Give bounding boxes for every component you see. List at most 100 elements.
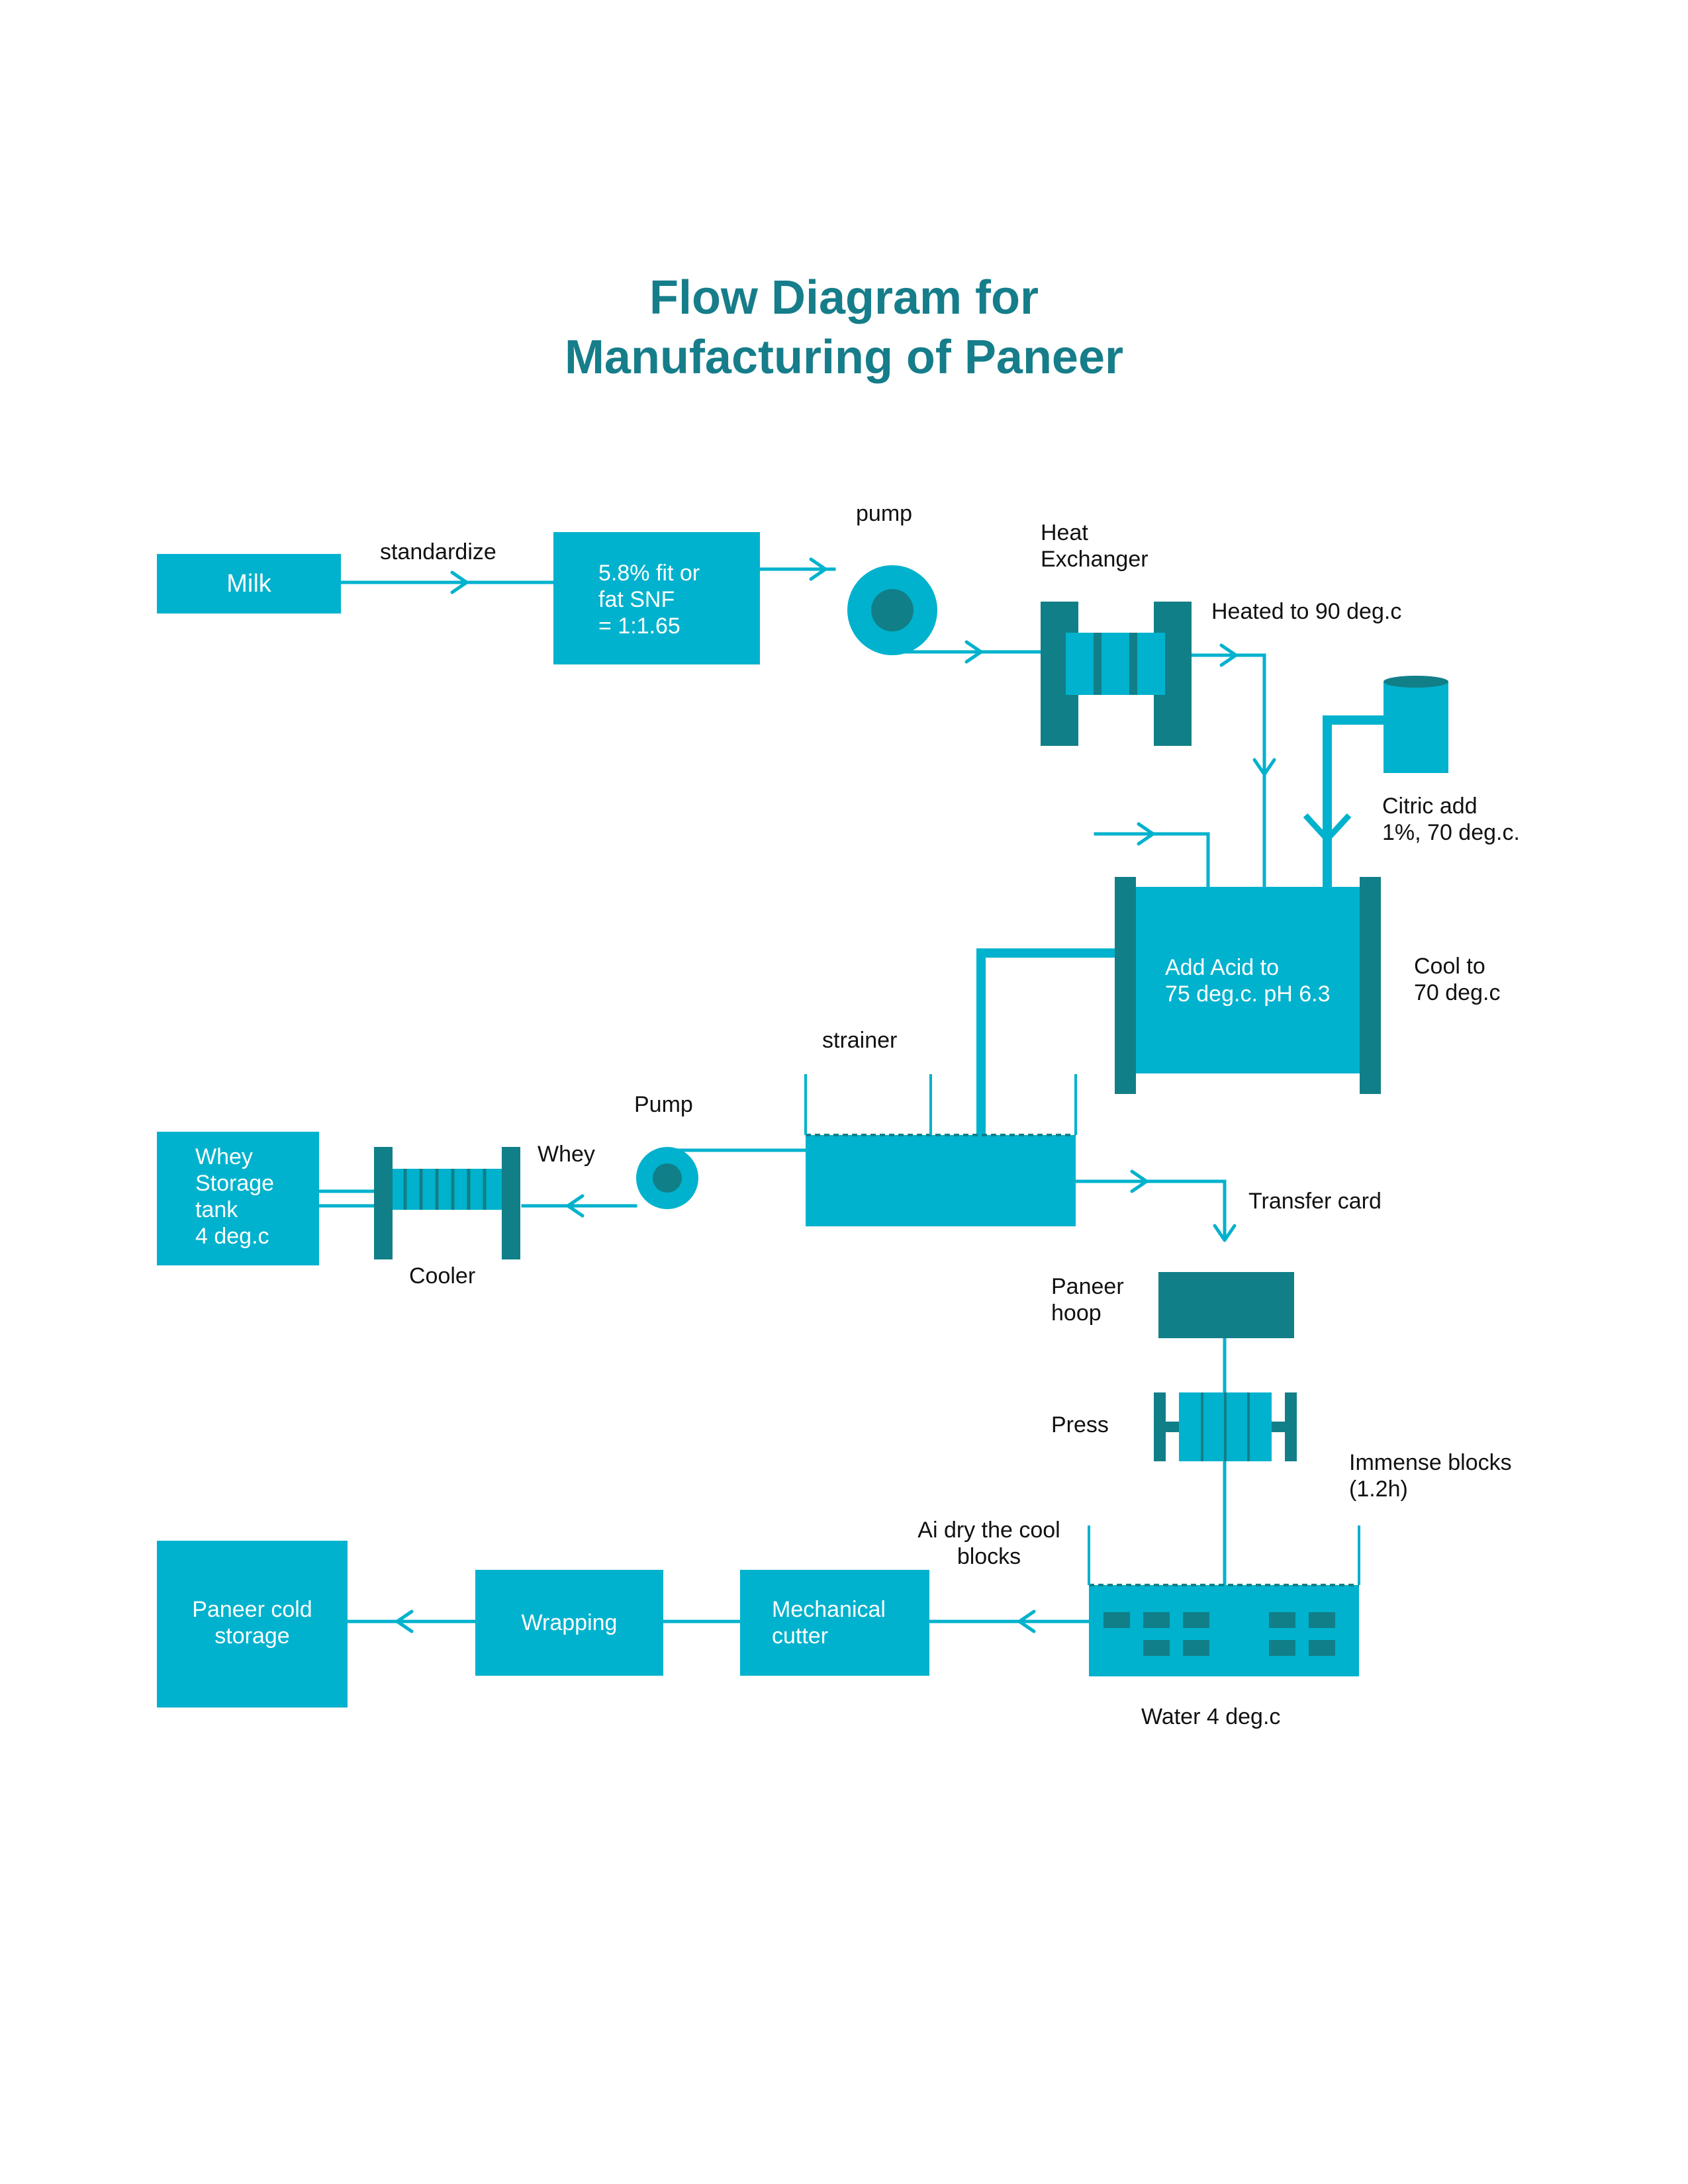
label-pump-top: pump	[856, 501, 913, 526]
tank-to-strainer-pipe	[976, 948, 1119, 1138]
label-hoop-line-1: Paneer	[1051, 1274, 1124, 1299]
standardize-block	[553, 532, 760, 664]
standardize-box-line-3: = 1:1.65	[598, 614, 680, 639]
whey-tank-line-1: Whey	[195, 1144, 253, 1169]
line-tank-inlet	[1094, 832, 1210, 889]
acid-tank-left-wall	[1115, 877, 1136, 1094]
cooler-right-plate	[502, 1147, 520, 1259]
milk-label: Milk	[226, 570, 271, 598]
label-pump-mid: Pump	[634, 1092, 693, 1117]
heat-exchanger	[1041, 602, 1192, 746]
strainer-tank	[804, 1074, 1077, 1226]
arrow-to-hoop	[1213, 1224, 1237, 1242]
cutter-block	[740, 1570, 929, 1676]
water-tank-liquid	[1089, 1585, 1359, 1676]
cooler-fins	[403, 1169, 487, 1210]
press-divisions	[1201, 1392, 1250, 1461]
label-citric-line-1: Citric add	[1382, 794, 1477, 819]
label-heat-exchanger: Heat Exchanger	[1041, 520, 1149, 572]
label-whey: Whey	[538, 1142, 595, 1167]
cooler-left-plate	[374, 1147, 393, 1259]
label-air-dry-line-2: blocks	[957, 1544, 1021, 1569]
acid-tank-line-2: 75 deg.c. pH 6.3	[1165, 981, 1331, 1007]
citric-pipe	[1323, 715, 1383, 887]
strainer-liquid	[806, 1135, 1076, 1226]
diagram-title: Flow Diagram for Manufacturing of Paneer	[0, 268, 1688, 387]
cold-storage-line-2: storage	[214, 1623, 290, 1649]
acid-tank-body	[1135, 887, 1380, 1073]
arrow-standardize	[450, 570, 469, 594]
wrapping-text: Wrapping	[521, 1610, 618, 1635]
whey-tank-line-3: tank	[195, 1197, 238, 1222]
standardize-box-text: 5.8% fit or fat SNF = 1:1.65	[598, 560, 700, 639]
citric-pipe-line	[1323, 715, 1383, 887]
citric-tank-lid	[1383, 676, 1448, 688]
acid-tank-line-1: Add Acid to	[1165, 955, 1280, 980]
label-press: Press	[1051, 1412, 1109, 1437]
label-citric-line-2: 1%, 70 deg.c.	[1382, 820, 1520, 845]
label-heat-exchanger-line-2: Exchanger	[1041, 547, 1149, 572]
cutter-line-2: cutter	[772, 1623, 829, 1649]
label-heated: Heated to 90 deg.c	[1211, 599, 1402, 624]
label-immense: Immense blocks (1.2h)	[1349, 1449, 1512, 1502]
cutter-line-1: Mechanical	[772, 1597, 886, 1622]
arrow-tank-inlet	[1137, 822, 1155, 846]
exchanger-cell-2	[1102, 633, 1129, 695]
pump-mid-core	[653, 1163, 682, 1193]
arrow-to-pump	[809, 557, 827, 581]
arrow-to-exchanger	[964, 640, 983, 664]
acid-tank-right-wall	[1360, 877, 1381, 1094]
acid-tank	[1115, 877, 1381, 1094]
paneer-blocks	[1103, 1612, 1335, 1656]
label-immense-line-1: Immense blocks	[1349, 1450, 1512, 1475]
paneer-hoop-block	[1158, 1272, 1294, 1338]
label-transfer: Transfer card	[1248, 1189, 1382, 1214]
pump-top-core	[871, 589, 914, 631]
label-cooler: Cooler	[409, 1263, 476, 1289]
exchanger-cell-3	[1137, 633, 1165, 695]
exchanger-cell-1	[1066, 633, 1094, 695]
arrowheads	[395, 557, 1276, 1633]
whey-tank-line-2: Storage	[195, 1171, 275, 1196]
citric-tank-body	[1383, 682, 1448, 773]
arrow-strainer-out	[1130, 1169, 1149, 1193]
whey-tank-block	[157, 1132, 319, 1265]
diagram-title-line-2: Manufacturing of Paneer	[564, 331, 1124, 384]
label-cool-to-line-1: Cool to	[1414, 954, 1485, 979]
acid-tank-text: Add Acid to 75 deg.c. pH 6.3	[1165, 954, 1331, 1007]
arrow-to-storage	[395, 1610, 414, 1633]
arrow-to-cutter	[1017, 1610, 1036, 1633]
label-heat-exchanger-line-1: Heat	[1041, 520, 1088, 545]
label-standardize: standardize	[380, 539, 496, 565]
wrapping-block	[475, 1570, 663, 1676]
cold-storage-text: Paneer cold storage	[157, 1596, 348, 1649]
label-air-dry-line-1: Ai dry the cool	[917, 1518, 1060, 1543]
line-exchanger-to-tank	[1190, 653, 1266, 889]
label-citric: Citric add 1%, 70 deg.c.	[1382, 793, 1520, 846]
cutter-text: Mechanical cutter	[772, 1596, 886, 1649]
line-strainer-to-hoop	[1074, 1179, 1227, 1240]
label-cool-to-line-2: 70 deg.c	[1414, 980, 1501, 1005]
citric-tank	[1383, 676, 1448, 773]
label-hoop: Paneer hoop	[1051, 1273, 1124, 1326]
diagram-title-line-1: Flow Diagram for	[649, 271, 1039, 324]
citric-arrow	[1303, 813, 1352, 844]
cold-storage-line-1: Paneer cold	[192, 1597, 312, 1622]
press-right-plate	[1285, 1392, 1297, 1461]
whey-tank-line-4: 4 deg.c	[195, 1224, 269, 1249]
label-strainer: strainer	[822, 1028, 898, 1053]
cooler	[374, 1147, 520, 1259]
label-air-dry: Ai dry the cool blocks	[896, 1517, 1082, 1570]
label-hoop-line-2: hoop	[1051, 1300, 1102, 1326]
milk-block	[157, 554, 341, 614]
standardize-box-line-2: fat SNF	[598, 587, 675, 612]
label-immense-line-2: (1.2h)	[1349, 1477, 1408, 1502]
standardize-box-line-1: 5.8% fit or	[598, 561, 700, 586]
whey-tank-text: Whey Storage tank 4 deg.c	[195, 1144, 274, 1250]
press-left-plate	[1154, 1392, 1166, 1461]
label-cool-to: Cool to 70 deg.c	[1414, 953, 1500, 1006]
cold-storage-block	[157, 1541, 348, 1707]
arrow-down-tank	[1252, 758, 1276, 776]
connector-lines	[317, 567, 1266, 1623]
